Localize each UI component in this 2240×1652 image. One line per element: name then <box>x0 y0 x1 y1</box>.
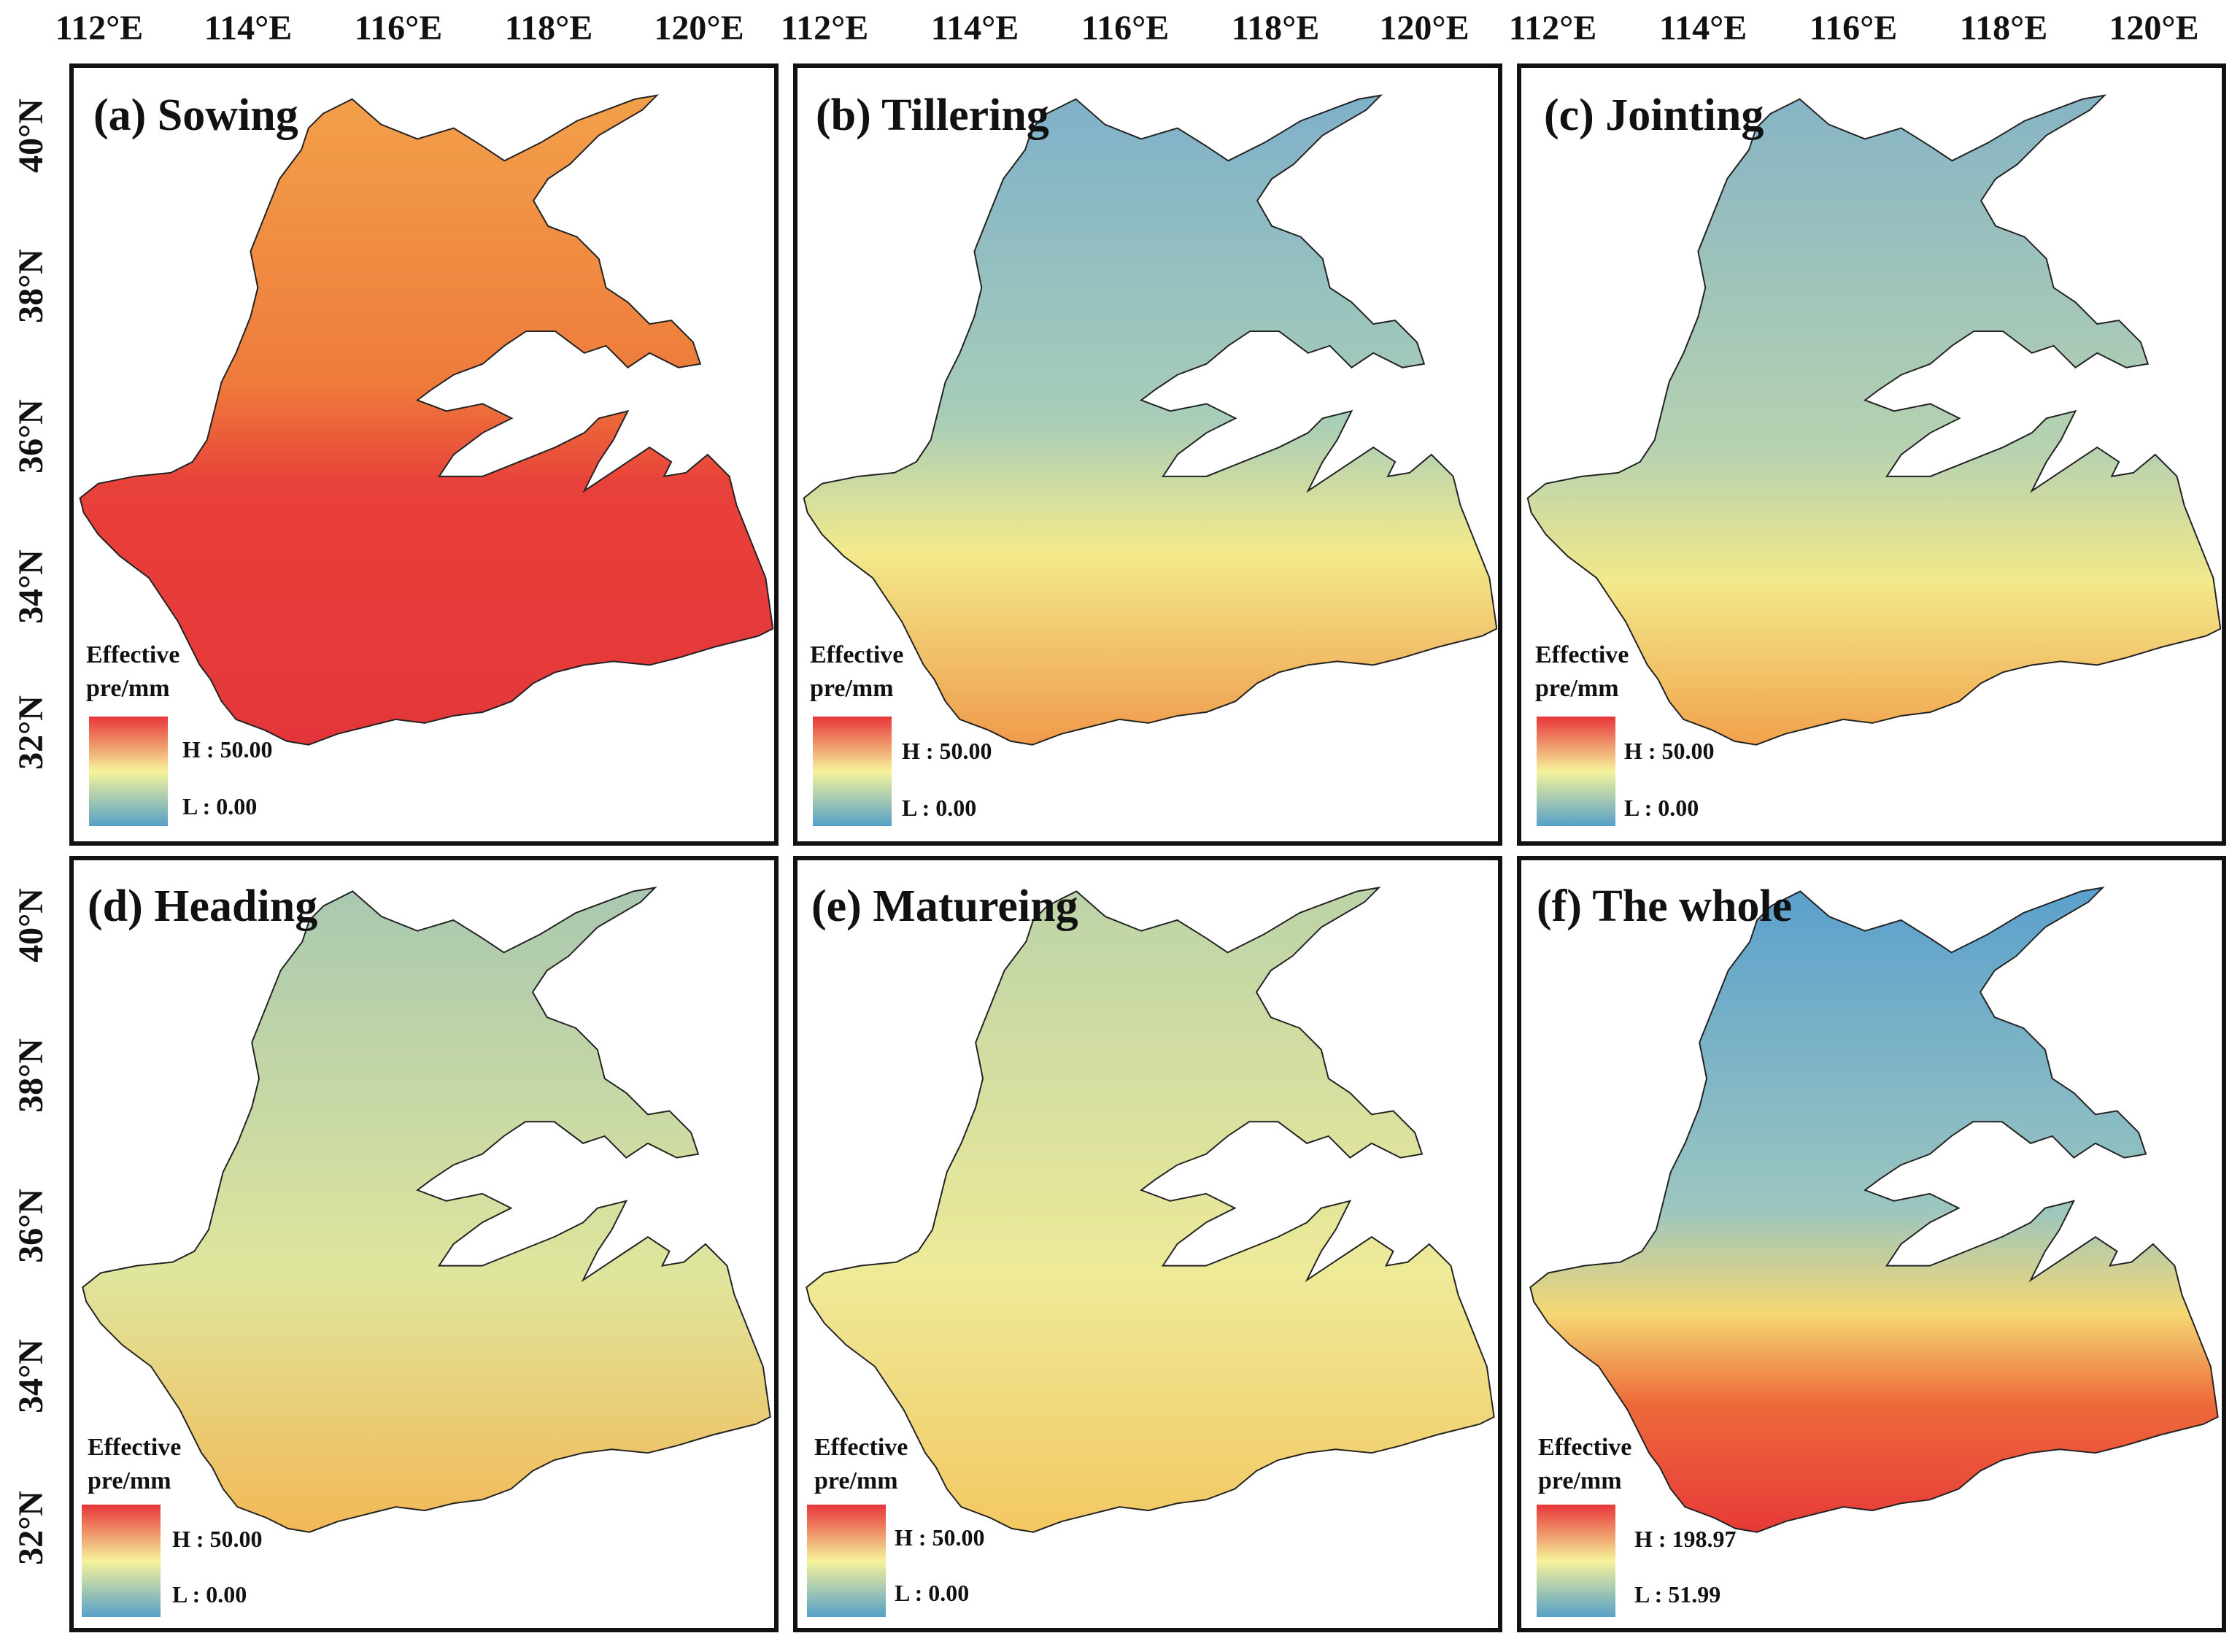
lon-label-3-a: 116°E <box>355 9 443 47</box>
lat-label-34-bottom: 34°N <box>12 1339 50 1413</box>
lon-label-2-c: 114°E <box>1659 9 1747 47</box>
legend-low-value: L : 0.00 <box>902 795 976 821</box>
lon-label-1-c: 112°E <box>1509 9 1597 47</box>
legend-label-line1: Effective <box>1535 641 1629 668</box>
panel-title: (c) Jointing <box>1544 90 1764 140</box>
legend-label-line2: pre/mm <box>1535 675 1619 702</box>
left-lat-labels: 40°N 38°N 36°N 34°N 32°N 40°N 38°N 36°N … <box>12 99 50 1565</box>
legend-color-ramp <box>1537 1505 1615 1617</box>
lon-label-4-b: 118°E <box>1232 9 1320 47</box>
legend-label-line1: Effective <box>88 1434 181 1461</box>
panel-title: (b) Tillering <box>816 90 1049 140</box>
lat-label-32-bottom: 32°N <box>12 1491 50 1565</box>
lon-label-1-a: 112°E <box>55 9 144 47</box>
legend-low-value: L : 51.99 <box>1634 1581 1720 1607</box>
legend-high-value: H : 50.00 <box>902 738 992 764</box>
lat-label-36-bottom: 36°N <box>12 1189 50 1263</box>
lat-label-40-bottom: 40°N <box>12 888 50 962</box>
panel-d: (d) Heading Effective pre/mm H : 50.00 L… <box>69 856 779 1632</box>
panel-title: (f) The whole <box>1537 881 1792 931</box>
panel-a: (a) Sowing Effective pre/mm H : 50.00 L … <box>69 63 779 846</box>
lon-label-1-b: 112°E <box>781 9 869 47</box>
panel-title: (a) Sowing <box>93 90 298 140</box>
legend-label-line2: pre/mm <box>88 1467 171 1494</box>
lon-label-5-c: 120°E <box>2109 9 2198 47</box>
lon-label-3-b: 116°E <box>1081 9 1170 47</box>
legend-label-line2: pre/mm <box>86 675 170 702</box>
legend-high-value: H : 50.00 <box>182 736 273 763</box>
lon-label-5-b: 120°E <box>1379 9 1469 47</box>
lat-label-38-top: 38°N <box>12 249 50 323</box>
legend-color-ramp <box>1537 717 1615 826</box>
panel-title: (d) Heading <box>88 881 317 931</box>
legend-low-value: L : 0.00 <box>895 1580 969 1606</box>
legend-label-line1: Effective <box>810 641 903 668</box>
legend-low-value: L : 0.00 <box>1624 795 1699 821</box>
legend-label-line1: Effective <box>86 641 179 668</box>
legend-label-line2: pre/mm <box>810 675 894 702</box>
lat-label-40-top: 40°N <box>12 99 50 173</box>
lon-label-4-a: 118°E <box>505 9 593 47</box>
legend-low-value: L : 0.00 <box>182 793 257 819</box>
legend-label-line2: pre/mm <box>1538 1467 1622 1494</box>
legend-color-ramp <box>82 1505 161 1617</box>
legend-label-line1: Effective <box>814 1434 908 1461</box>
legend-label-line2: pre/mm <box>814 1467 898 1494</box>
legend-high-value: H : 50.00 <box>1624 738 1715 764</box>
legend-color-ramp <box>807 1505 886 1617</box>
panel-f: (f) The whole Effective pre/mm H : 198.9… <box>1517 856 2226 1632</box>
lat-label-38-bottom: 38°N <box>12 1038 50 1113</box>
legend-color-ramp <box>89 717 168 826</box>
legend-high-value: H : 50.00 <box>895 1524 985 1551</box>
panel-b: (b) Tillering Effective pre/mm H : 50.00… <box>793 63 1502 846</box>
lat-label-34-top: 34°N <box>12 549 50 624</box>
legend-color-ramp <box>813 717 892 826</box>
legend-high-value: H : 50.00 <box>172 1526 263 1552</box>
lat-label-32-top: 32°N <box>12 695 50 770</box>
legend-label-line1: Effective <box>1538 1434 1631 1461</box>
legend-high-value: H : 198.97 <box>1634 1526 1737 1552</box>
legend-low-value: L : 0.00 <box>172 1581 247 1607</box>
lon-label-2-a: 114°E <box>204 9 293 47</box>
lon-label-2-b: 114°E <box>931 9 1019 47</box>
lon-label-5-a: 120°E <box>654 9 744 47</box>
panel-e: (e) Matureing Effective pre/mm H : 50.00… <box>793 856 1502 1632</box>
panel-c: (c) Jointing Effective pre/mm H : 50.00 … <box>1517 63 2226 846</box>
lon-label-3-c: 116°E <box>1810 9 1898 47</box>
panel-title: (e) Matureing <box>811 881 1078 931</box>
lat-label-36-top: 36°N <box>12 399 50 474</box>
lon-label-4-c: 118°E <box>1960 9 2048 47</box>
top-lon-labels: 112°E 114°E 116°E 118°E 120°E 112°E 114°… <box>55 9 2199 47</box>
